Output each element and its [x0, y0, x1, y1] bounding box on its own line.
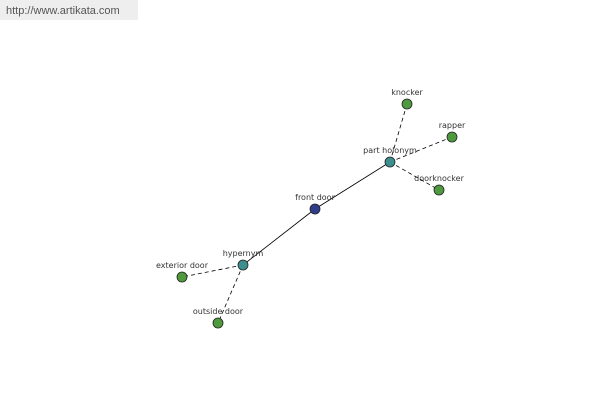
site-url[interactable]: http://www.artikata.com: [0, 0, 138, 20]
node-label: outside door: [193, 307, 244, 316]
node-label: front door: [295, 193, 335, 202]
node-label: hypernym: [223, 249, 264, 258]
node-label: exterior door: [156, 261, 209, 270]
node[interactable]: [176, 271, 188, 283]
edge: [217, 264, 244, 324]
node[interactable]: [401, 98, 413, 110]
node-label: doorknocker: [414, 174, 464, 183]
node[interactable]: [212, 317, 224, 329]
node[interactable]: [309, 203, 321, 215]
edge: [242, 208, 316, 266]
node-label: knocker: [391, 88, 423, 97]
node[interactable]: [237, 259, 249, 271]
node[interactable]: [384, 156, 396, 168]
edge: [181, 264, 244, 278]
node-label: rapper: [439, 121, 466, 130]
node-label: part holonym: [363, 146, 417, 155]
edge: [314, 161, 391, 210]
edge: [389, 103, 408, 163]
edge: [389, 161, 440, 191]
node[interactable]: [446, 131, 458, 143]
node[interactable]: [433, 184, 445, 196]
